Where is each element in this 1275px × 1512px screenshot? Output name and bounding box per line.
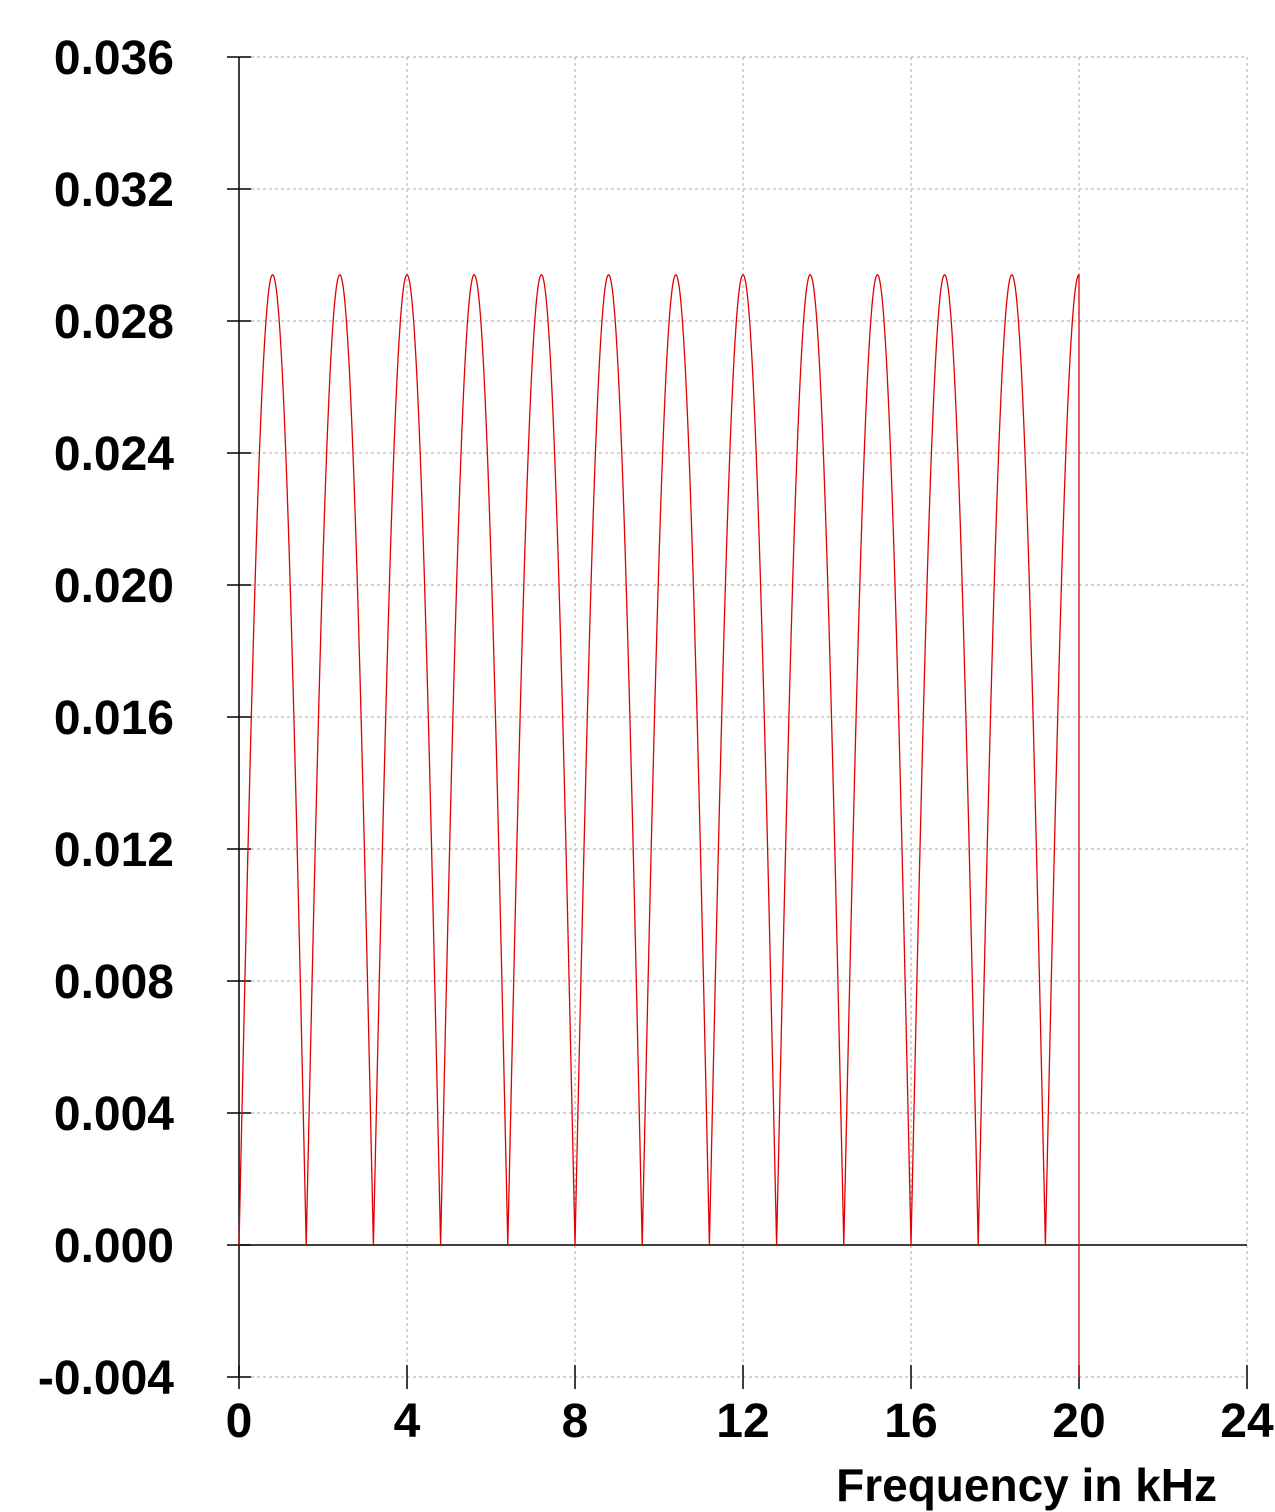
x-axis-title: Frequency in kHz <box>836 1459 1217 1511</box>
series <box>238 273 1080 1377</box>
y-tick-label: 0.028 <box>54 296 174 349</box>
y-tick-label: 0.000 <box>54 1220 174 1273</box>
ticks <box>227 56 1248 1389</box>
y-tick-label: 0.036 <box>54 32 174 85</box>
y-tick-label: 0.032 <box>54 164 174 217</box>
series-line-0 <box>238 273 1080 1377</box>
y-tick-label: 0.012 <box>54 824 174 877</box>
x-tick-label: 0 <box>226 1395 253 1448</box>
y-tick-label: 0.004 <box>54 1088 174 1141</box>
x-tick-label: 24 <box>1220 1395 1274 1448</box>
y-tick-label: 0.008 <box>54 956 174 1009</box>
y-tick-label: 0.020 <box>54 560 174 613</box>
y-tick-label: -0.004 <box>38 1352 174 1405</box>
grid <box>239 56 1248 1378</box>
x-tick-label: 20 <box>1052 1395 1105 1448</box>
y-tick-label: 0.024 <box>54 428 174 481</box>
x-tick-label: 16 <box>884 1395 937 1448</box>
tick-labels: 0.036 0.032 0.028 0.024 0.020 0.016 0.012 0.008… <box>38 32 1274 1448</box>
y-tick-label: 0.016 <box>54 692 174 745</box>
x-tick-label: 12 <box>716 1395 769 1448</box>
x-tick-label: 4 <box>394 1395 421 1448</box>
x-tick-label: 8 <box>562 1395 589 1448</box>
